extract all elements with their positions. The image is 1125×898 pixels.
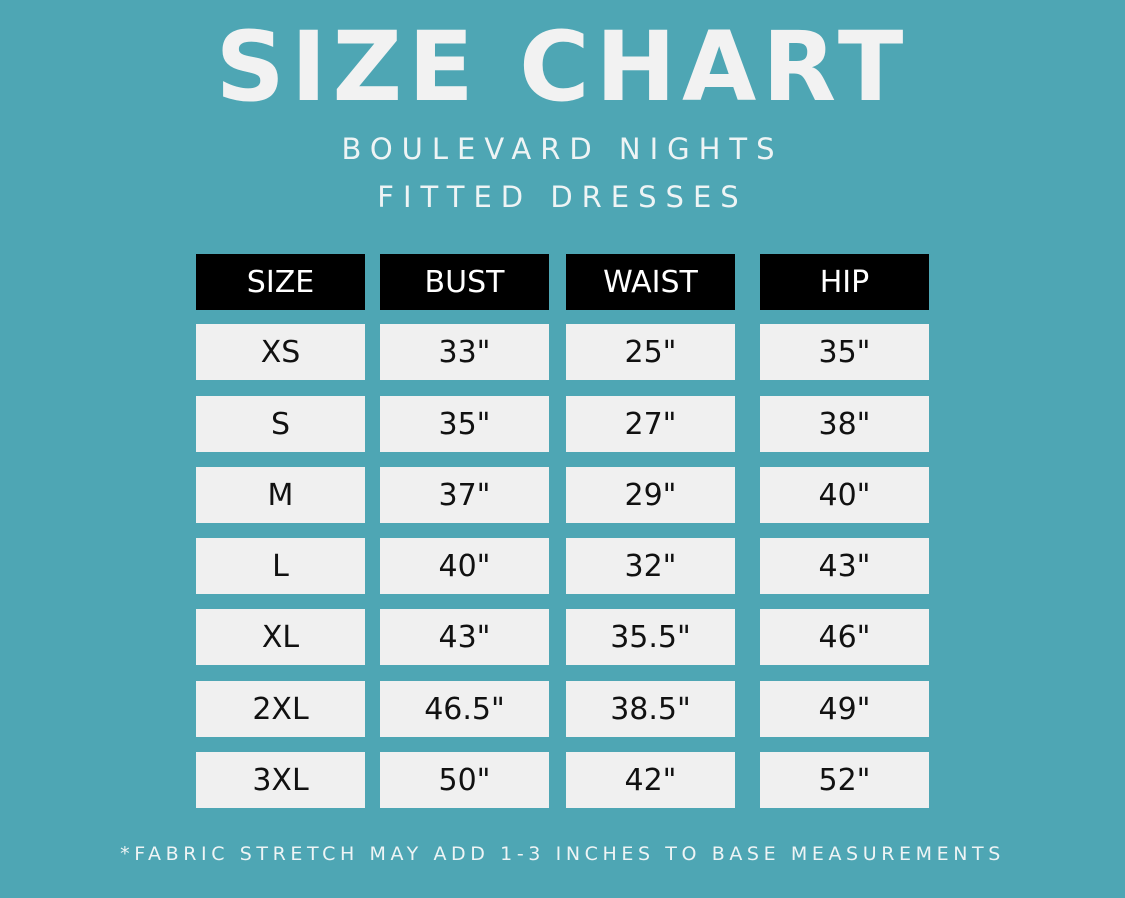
table-cell: 38"	[760, 396, 929, 452]
table-cell: 37"	[380, 467, 549, 523]
table-cell: 52"	[760, 752, 929, 808]
table-cell: 32"	[566, 538, 735, 594]
column-header-hip: HIP	[760, 254, 929, 310]
column-header-size: SIZE	[196, 254, 365, 310]
page-title: SIZE CHART	[215, 11, 910, 123]
table-cell: 25"	[566, 324, 735, 380]
table-cell: 35"	[380, 396, 549, 452]
table-cell: 50"	[380, 752, 549, 808]
table-cell: XS	[196, 324, 365, 380]
table-cell: 42"	[566, 752, 735, 808]
table-cell: L	[196, 538, 365, 594]
table-cell: 33"	[380, 324, 549, 380]
table-cell: 40"	[380, 538, 549, 594]
table-cell: 35.5"	[566, 609, 735, 665]
footnote: *FABRIC STRETCH MAY ADD 1-3 INCHES TO BA…	[120, 843, 1005, 865]
table-cell: 43"	[760, 538, 929, 594]
table-cell: 2XL	[196, 681, 365, 737]
table-cell: 3XL	[196, 752, 365, 808]
subtitle-product: FITTED DRESSES	[377, 180, 748, 214]
column-header-bust: BUST	[380, 254, 549, 310]
table-cell: 27"	[566, 396, 735, 452]
table-cell: M	[196, 467, 365, 523]
subtitle-collection: BOULEVARD NIGHTS	[341, 132, 784, 166]
column-header-waist: WAIST	[566, 254, 735, 310]
table-cell: 43"	[380, 609, 549, 665]
table-cell: 46"	[760, 609, 929, 665]
table-cell: S	[196, 396, 365, 452]
table-cell: 40"	[760, 467, 929, 523]
table-cell: 29"	[566, 467, 735, 523]
table-cell: XL	[196, 609, 365, 665]
table-cell: 35"	[760, 324, 929, 380]
table-cell: 46.5"	[380, 681, 549, 737]
table-cell: 49"	[760, 681, 929, 737]
table-cell: 38.5"	[566, 681, 735, 737]
